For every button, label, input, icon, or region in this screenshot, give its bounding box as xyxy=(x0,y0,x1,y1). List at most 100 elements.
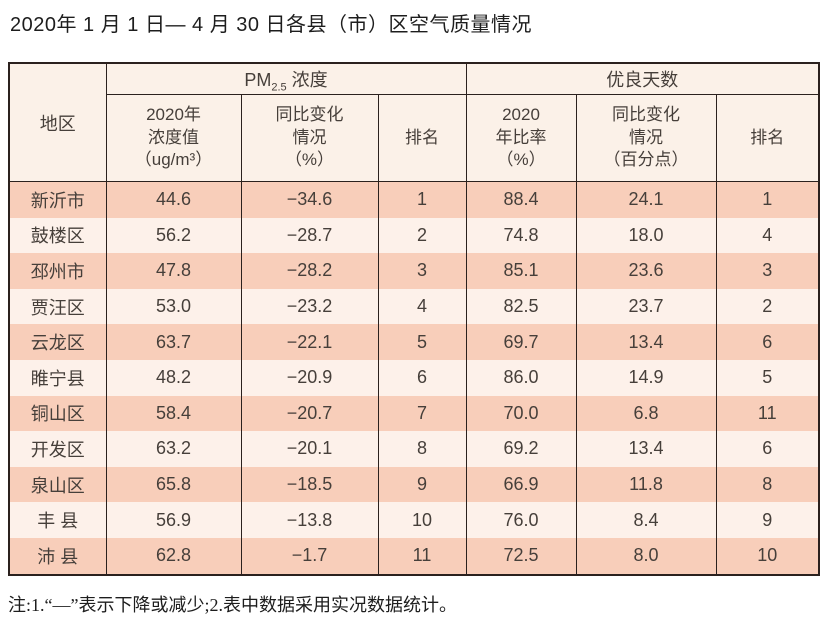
good-rank-cell: 3 xyxy=(715,253,820,289)
pm-rank-cell: 6 xyxy=(377,359,467,396)
good-rate-cell: 82.5 xyxy=(465,288,577,325)
region-cell: 云龙区 xyxy=(8,324,107,360)
good-rank-cell: 10 xyxy=(715,537,820,575)
table-row: 睢宁县 48.2 −20.9 6 86.0 14.9 5 xyxy=(8,359,820,396)
good-rank-cell: 11 xyxy=(715,395,820,432)
good-rank-cell: 2 xyxy=(715,288,820,325)
column-group-good-days: 优良天数 xyxy=(465,63,820,95)
region-cell: 铜山区 xyxy=(8,395,107,432)
pm-value-cell: 62.8 xyxy=(105,537,242,575)
good-rate-cell: 69.7 xyxy=(465,324,577,360)
good-change-cell: 23.6 xyxy=(575,253,717,289)
footnote: 注:1.“—”表示下降或减少;2.表中数据采用实况数据统计。 xyxy=(8,595,457,615)
good-rate-cell: 74.8 xyxy=(465,217,577,254)
good-change-cell: 6.8 xyxy=(575,395,717,432)
pm-value-cell: 65.8 xyxy=(105,466,242,503)
pm25-label-subscript: 2.5 xyxy=(271,81,287,94)
region-cell: 开发区 xyxy=(8,431,107,467)
pm-value-cell: 63.2 xyxy=(105,431,242,467)
region-cell: 沛 县 xyxy=(8,537,107,575)
good-rank-cell: 9 xyxy=(715,502,820,538)
region-cell: 邳州市 xyxy=(8,253,107,289)
pm-rank-cell: 4 xyxy=(377,288,467,325)
pm-value-cell: 44.6 xyxy=(105,181,242,218)
good-rank-cell: 4 xyxy=(715,217,820,254)
header-row-groups: 地区 PM2.5 浓度 优良天数 xyxy=(8,63,820,182)
good-rate-cell: 88.4 xyxy=(465,181,577,218)
pm-change-cell: −28.7 xyxy=(240,217,379,254)
column-header-good-rate: 2020 年比率 （%） xyxy=(465,94,577,182)
column-header-region: 地区 xyxy=(8,63,107,182)
pm-rank-cell: 7 xyxy=(377,395,467,432)
column-header-pm-value: 2020年 浓度值 （ug/m³） xyxy=(105,94,242,182)
pm-change-cell: −18.5 xyxy=(240,466,379,503)
good-rate-cell: 69.2 xyxy=(465,431,577,467)
pm-rank-cell: 5 xyxy=(377,324,467,360)
good-rank-cell: 1 xyxy=(715,181,820,218)
pm-rank-cell: 8 xyxy=(377,431,467,467)
table-body: 新沂市 44.6 −34.6 1 88.4 24.1 1 鼓楼区 56.2 −2… xyxy=(8,181,820,575)
good-rate-cell: 72.5 xyxy=(465,537,577,575)
good-rate-cell: 76.0 xyxy=(465,502,577,538)
table-row: 邳州市 47.8 −28.2 3 85.1 23.6 3 xyxy=(8,253,820,289)
good-rank-cell: 6 xyxy=(715,431,820,467)
pm-rank-cell: 3 xyxy=(377,253,467,289)
good-rate-cell: 86.0 xyxy=(465,359,577,396)
pm-value-cell: 48.2 xyxy=(105,359,242,396)
good-change-cell: 13.4 xyxy=(575,324,717,360)
pm-change-cell: −23.2 xyxy=(240,288,379,325)
good-rate-cell: 66.9 xyxy=(465,466,577,503)
table-row: 沛 县 62.8 −1.7 11 72.5 8.0 10 xyxy=(8,537,820,575)
table-row: 鼓楼区 56.2 −28.7 2 74.8 18.0 4 xyxy=(8,217,820,254)
table-row: 丰 县 56.9 −13.8 10 76.0 8.4 9 xyxy=(8,502,820,538)
pm-value-cell: 56.2 xyxy=(105,217,242,254)
pm-value-cell: 56.9 xyxy=(105,502,242,538)
pm-value-cell: 53.0 xyxy=(105,288,242,325)
pm-rank-cell: 10 xyxy=(377,502,467,538)
pm-value-cell: 58.4 xyxy=(105,395,242,432)
pm-value-cell: 47.8 xyxy=(105,253,242,289)
table-row: 新沂市 44.6 −34.6 1 88.4 24.1 1 xyxy=(8,181,820,218)
region-cell: 新沂市 xyxy=(8,181,107,218)
good-rank-cell: 8 xyxy=(715,466,820,503)
good-change-cell: 18.0 xyxy=(575,217,717,254)
region-cell: 贾汪区 xyxy=(8,288,107,325)
column-group-pm25: PM2.5 浓度 xyxy=(105,63,467,95)
pm25-label-suffix: 浓度 xyxy=(291,70,328,90)
pm-rank-cell: 2 xyxy=(377,217,467,254)
region-cell: 丰 县 xyxy=(8,502,107,538)
good-change-cell: 14.9 xyxy=(575,359,717,396)
pm-change-cell: −13.8 xyxy=(240,502,379,538)
good-change-cell: 8.4 xyxy=(575,502,717,538)
column-header-pm-change: 同比变化 情况 （%） xyxy=(240,94,379,182)
pm25-label-prefix: PM xyxy=(244,70,272,90)
pm-rank-cell: 11 xyxy=(377,537,467,575)
region-cell: 睢宁县 xyxy=(8,359,107,396)
good-change-cell: 11.8 xyxy=(575,466,717,503)
pm-change-cell: −28.2 xyxy=(240,253,379,289)
good-change-cell: 24.1 xyxy=(575,181,717,218)
column-header-pm-rank: 排名 xyxy=(377,94,467,182)
good-change-cell: 13.4 xyxy=(575,431,717,467)
table-row: 泉山区 65.8 −18.5 9 66.9 11.8 8 xyxy=(8,466,820,503)
region-cell: 鼓楼区 xyxy=(8,217,107,254)
region-cell: 泉山区 xyxy=(8,466,107,503)
page-title: 2020年 1 月 1 日— 4 月 30 日各县（市）区空气质量情况 xyxy=(10,14,533,36)
good-rate-cell: 85.1 xyxy=(465,253,577,289)
table-row: 开发区 63.2 −20.1 8 69.2 13.4 6 xyxy=(8,431,820,467)
table-row: 铜山区 58.4 −20.7 7 70.0 6.8 11 xyxy=(8,395,820,432)
table-row: 云龙区 63.7 −22.1 5 69.7 13.4 6 xyxy=(8,324,820,360)
pm-change-cell: −22.1 xyxy=(240,324,379,360)
pm-change-cell: −20.1 xyxy=(240,431,379,467)
good-change-cell: 8.0 xyxy=(575,537,717,575)
table-header: 地区 PM2.5 浓度 优良天数 2020年 浓度值 （ug/m³） 同比变化 情… xyxy=(8,63,820,182)
good-rank-cell: 5 xyxy=(715,359,820,396)
column-header-good-change: 同比变化 情况 （百分点） xyxy=(575,94,717,182)
pm-change-cell: −1.7 xyxy=(240,537,379,575)
table-row: 贾汪区 53.0 −23.2 4 82.5 23.7 2 xyxy=(8,288,820,325)
column-header-good-rank: 排名 xyxy=(715,94,820,182)
air-quality-table: 地区 PM2.5 浓度 优良天数 2020年 浓度值 （ug/m³） 同比变化 情… xyxy=(8,62,821,576)
pm-value-cell: 63.7 xyxy=(105,324,242,360)
good-rate-cell: 70.0 xyxy=(465,395,577,432)
